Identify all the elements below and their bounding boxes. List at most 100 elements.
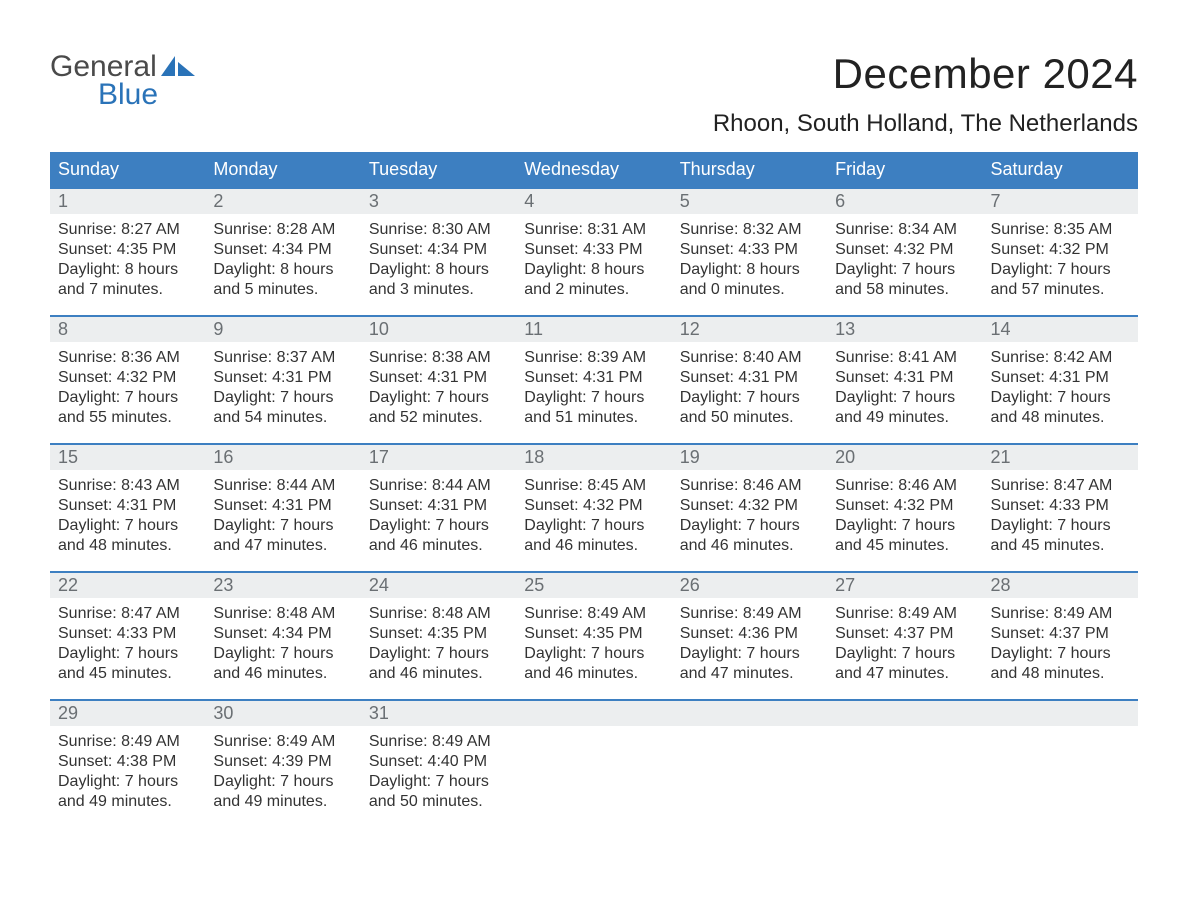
day-number: 8 [50,317,205,342]
day-number [672,701,827,726]
sunset-line: Sunset: 4:31 PM [369,496,508,516]
sunset-line: Sunset: 4:35 PM [369,624,508,644]
day-body: Sunrise: 8:45 AMSunset: 4:32 PMDaylight:… [516,470,671,566]
sunrise-line: Sunrise: 8:42 AM [991,348,1130,368]
dow-cell: Tuesday [361,152,516,187]
sunrise-line: Sunrise: 8:43 AM [58,476,197,496]
daylight-line2: and 50 minutes. [680,408,819,428]
sunset-line: Sunset: 4:38 PM [58,752,197,772]
daylight-line2: and 5 minutes. [213,280,352,300]
day-number: 27 [827,573,982,598]
header: General Blue December 2024 Rhoon, South … [50,50,1138,138]
day-body: Sunrise: 8:47 AMSunset: 4:33 PMDaylight:… [50,598,205,694]
daylight-line2: and 50 minutes. [369,792,508,812]
day-number: 4 [516,189,671,214]
sunrise-line: Sunrise: 8:47 AM [58,604,197,624]
day-cell: 6Sunrise: 8:34 AMSunset: 4:32 PMDaylight… [827,189,982,315]
sunset-line: Sunset: 4:31 PM [213,496,352,516]
day-cell: 4Sunrise: 8:31 AMSunset: 4:33 PMDaylight… [516,189,671,315]
sunset-line: Sunset: 4:36 PM [680,624,819,644]
month-title: December 2024 [713,50,1138,98]
sunset-line: Sunset: 4:32 PM [524,496,663,516]
day-cell: 28Sunrise: 8:49 AMSunset: 4:37 PMDayligh… [983,573,1138,699]
sunrise-line: Sunrise: 8:39 AM [524,348,663,368]
daylight-line1: Daylight: 7 hours [524,516,663,536]
day-body: Sunrise: 8:43 AMSunset: 4:31 PMDaylight:… [50,470,205,566]
daylight-line1: Daylight: 7 hours [369,516,508,536]
day-number: 28 [983,573,1138,598]
sunset-line: Sunset: 4:31 PM [835,368,974,388]
daylight-line1: Daylight: 7 hours [58,772,197,792]
daylight-line1: Daylight: 7 hours [369,772,508,792]
day-body: Sunrise: 8:41 AMSunset: 4:31 PMDaylight:… [827,342,982,438]
daylight-line2: and 0 minutes. [680,280,819,300]
sunrise-line: Sunrise: 8:46 AM [835,476,974,496]
daylight-line1: Daylight: 7 hours [991,516,1130,536]
week-row: 1Sunrise: 8:27 AMSunset: 4:35 PMDaylight… [50,187,1138,315]
day-cell: 27Sunrise: 8:49 AMSunset: 4:37 PMDayligh… [827,573,982,699]
day-cell: 7Sunrise: 8:35 AMSunset: 4:32 PMDaylight… [983,189,1138,315]
sunset-line: Sunset: 4:34 PM [369,240,508,260]
day-cell: 13Sunrise: 8:41 AMSunset: 4:31 PMDayligh… [827,317,982,443]
day-body: Sunrise: 8:49 AMSunset: 4:40 PMDaylight:… [361,726,516,822]
daylight-line2: and 58 minutes. [835,280,974,300]
daylight-line2: and 47 minutes. [213,536,352,556]
day-cell: 17Sunrise: 8:44 AMSunset: 4:31 PMDayligh… [361,445,516,571]
calendar: SundayMondayTuesdayWednesdayThursdayFrid… [50,152,1138,827]
sunrise-line: Sunrise: 8:46 AM [680,476,819,496]
daylight-line1: Daylight: 7 hours [213,772,352,792]
day-number: 21 [983,445,1138,470]
sunset-line: Sunset: 4:35 PM [524,624,663,644]
day-cell: 5Sunrise: 8:32 AMSunset: 4:33 PMDaylight… [672,189,827,315]
sunset-line: Sunset: 4:32 PM [991,240,1130,260]
sunset-line: Sunset: 4:34 PM [213,624,352,644]
day-number: 31 [361,701,516,726]
week-row: 15Sunrise: 8:43 AMSunset: 4:31 PMDayligh… [50,443,1138,571]
daylight-line2: and 45 minutes. [835,536,974,556]
day-cell: 9Sunrise: 8:37 AMSunset: 4:31 PMDaylight… [205,317,360,443]
sunset-line: Sunset: 4:32 PM [680,496,819,516]
daylight-line1: Daylight: 7 hours [680,516,819,536]
daylight-line2: and 49 minutes. [58,792,197,812]
day-number: 25 [516,573,671,598]
sunrise-line: Sunrise: 8:49 AM [213,732,352,752]
logo: General Blue [50,50,195,112]
day-body: Sunrise: 8:49 AMSunset: 4:37 PMDaylight:… [983,598,1138,694]
title-block: December 2024 Rhoon, South Holland, The … [713,50,1138,138]
day-number: 26 [672,573,827,598]
day-body: Sunrise: 8:47 AMSunset: 4:33 PMDaylight:… [983,470,1138,566]
daylight-line2: and 57 minutes. [991,280,1130,300]
sunrise-line: Sunrise: 8:36 AM [58,348,197,368]
sunset-line: Sunset: 4:35 PM [58,240,197,260]
daylight-line1: Daylight: 7 hours [58,516,197,536]
daylight-line2: and 48 minutes. [991,664,1130,684]
daylight-line1: Daylight: 7 hours [680,644,819,664]
day-number: 29 [50,701,205,726]
weeks-container: 1Sunrise: 8:27 AMSunset: 4:35 PMDaylight… [50,187,1138,827]
sunset-line: Sunset: 4:37 PM [991,624,1130,644]
day-cell: 1Sunrise: 8:27 AMSunset: 4:35 PMDaylight… [50,189,205,315]
day-number [516,701,671,726]
day-body: Sunrise: 8:49 AMSunset: 4:39 PMDaylight:… [205,726,360,822]
day-cell: 22Sunrise: 8:47 AMSunset: 4:33 PMDayligh… [50,573,205,699]
day-body: Sunrise: 8:36 AMSunset: 4:32 PMDaylight:… [50,342,205,438]
daylight-line2: and 54 minutes. [213,408,352,428]
sunset-line: Sunset: 4:33 PM [58,624,197,644]
daylight-line2: and 49 minutes. [835,408,974,428]
sunrise-line: Sunrise: 8:49 AM [524,604,663,624]
day-cell: 11Sunrise: 8:39 AMSunset: 4:31 PMDayligh… [516,317,671,443]
dow-cell: Wednesday [516,152,671,187]
day-number: 19 [672,445,827,470]
daylight-line2: and 7 minutes. [58,280,197,300]
day-cell: 31Sunrise: 8:49 AMSunset: 4:40 PMDayligh… [361,701,516,827]
sunrise-line: Sunrise: 8:45 AM [524,476,663,496]
day-number: 10 [361,317,516,342]
day-number: 1 [50,189,205,214]
sunrise-line: Sunrise: 8:30 AM [369,220,508,240]
day-number [827,701,982,726]
daylight-line2: and 45 minutes. [991,536,1130,556]
daylight-line2: and 48 minutes. [58,536,197,556]
day-body: Sunrise: 8:46 AMSunset: 4:32 PMDaylight:… [672,470,827,566]
sunset-line: Sunset: 4:32 PM [835,496,974,516]
day-number: 12 [672,317,827,342]
